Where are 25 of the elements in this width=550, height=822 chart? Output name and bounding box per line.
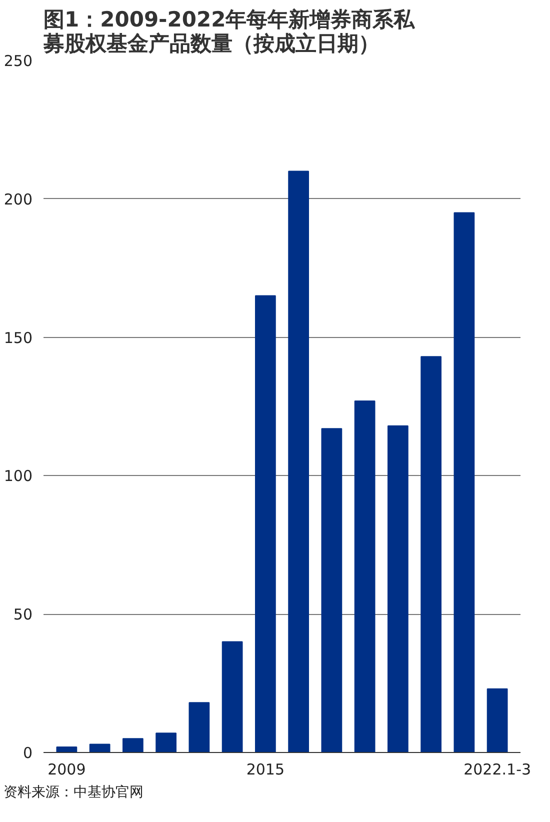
x-tick-label: 2022.1-3 [464, 760, 532, 778]
y-tick-label: 250 [4, 52, 33, 70]
bar [89, 744, 110, 752]
y-tick-label: 200 [4, 190, 33, 208]
y-tick-label: 150 [4, 328, 33, 347]
x-tick-label: 2009 [48, 760, 86, 778]
y-tick-label: 100 [4, 467, 33, 486]
bar [321, 428, 342, 752]
y-tick-label: 50 [13, 606, 33, 624]
bar [388, 425, 408, 752]
bar [420, 356, 442, 752]
bar [222, 641, 243, 752]
chart-title: 图1：2009-2022年每年新增券商系私募股权基金产品数量（按成立日期） [42, 8, 416, 56]
bar [122, 738, 144, 752]
bar [288, 170, 309, 752]
bar [354, 400, 376, 752]
bar [255, 295, 276, 752]
bar [156, 732, 176, 752]
bar [454, 212, 475, 752]
y-tick-label: 0 [22, 744, 33, 762]
bar [188, 702, 210, 752]
bar [56, 746, 78, 752]
bar [486, 688, 508, 752]
x-tick-label: 2015 [246, 760, 285, 778]
text: 资料来源：中基协官网 [4, 784, 144, 800]
